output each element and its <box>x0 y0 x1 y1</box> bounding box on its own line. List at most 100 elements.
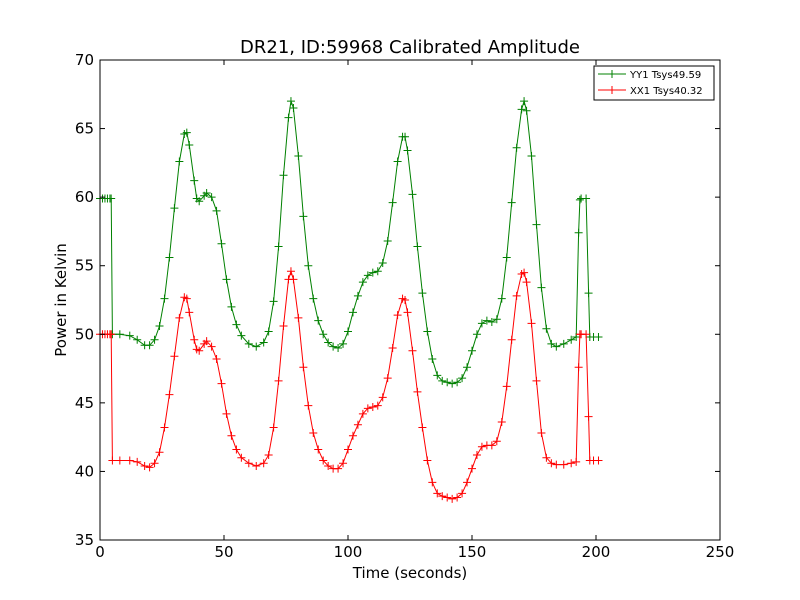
plot-area: 0 50 100 150 200 250 35 40 45 50 55 60 65 70 <box>75 51 734 561</box>
data-point-marker <box>423 456 432 465</box>
legend-label: YY1 Tsys49.59 <box>629 70 701 81</box>
data-point-marker <box>150 459 159 468</box>
plot-frame <box>100 60 720 540</box>
data-point-marker <box>190 335 199 344</box>
data-point-marker <box>438 376 447 385</box>
data-point-marker <box>547 459 556 468</box>
data-point-marker <box>532 220 541 229</box>
data-point-marker <box>125 331 134 340</box>
y-axis-label: Power in Kelvin <box>52 243 70 357</box>
data-point-marker <box>472 450 481 459</box>
data-point-marker <box>108 456 117 465</box>
data-point-marker <box>175 157 184 166</box>
data-point-marker <box>428 354 437 363</box>
tick-layer: 0 50 100 150 200 250 35 40 45 50 55 60 65 70 <box>75 51 734 561</box>
data-point-marker <box>222 409 231 418</box>
x-tick-label: 200 <box>582 543 611 561</box>
data-point-marker <box>299 363 308 372</box>
data-point-marker <box>448 379 457 388</box>
series-layer <box>96 97 603 503</box>
data-point-marker <box>244 339 253 348</box>
data-point-marker <box>537 283 546 292</box>
data-point-marker <box>512 143 521 152</box>
data-point-marker <box>324 461 333 470</box>
data-point-marker <box>423 327 432 336</box>
data-point-marker <box>497 418 506 427</box>
data-point-marker <box>155 448 164 457</box>
data-point-marker <box>286 267 295 276</box>
data-point-marker <box>522 106 531 115</box>
data-point-marker <box>145 341 154 350</box>
y-tick-label: 45 <box>75 394 94 412</box>
data-point-marker <box>107 330 116 339</box>
data-point-marker <box>547 339 556 348</box>
data-point-marker <box>264 450 273 459</box>
x-tick-label: 100 <box>334 543 363 561</box>
data-point-marker <box>584 412 593 421</box>
data-point-marker <box>468 346 476 355</box>
data-point-marker <box>363 271 372 280</box>
data-point-marker <box>259 459 268 468</box>
data-point-marker <box>527 152 536 160</box>
data-point-marker <box>388 344 397 352</box>
data-point-marker <box>237 453 246 462</box>
data-point-marker <box>319 456 328 465</box>
legend-entry: YY1 Tsys49.59 <box>598 70 701 81</box>
data-point-marker <box>348 308 357 317</box>
data-point-marker <box>115 330 124 339</box>
data-point-marker <box>344 327 352 336</box>
data-point-marker <box>584 289 593 298</box>
data-point-marker <box>388 198 397 207</box>
data-point-marker <box>185 141 194 150</box>
data-point-marker <box>264 327 273 336</box>
data-point-marker <box>175 313 184 322</box>
series-1 <box>96 97 603 388</box>
data-point-marker <box>567 459 576 468</box>
data-point-marker <box>259 338 268 347</box>
data-point-marker <box>477 442 486 451</box>
data-point-marker <box>284 113 293 122</box>
data-point-marker <box>358 409 367 418</box>
data-point-marker <box>373 401 382 410</box>
data-point-marker <box>433 371 442 380</box>
data-point-marker <box>418 423 427 432</box>
data-point-marker <box>368 402 377 411</box>
data-point-marker <box>182 294 191 303</box>
data-point-marker <box>344 445 352 454</box>
data-point-marker <box>418 289 427 298</box>
data-point-marker <box>368 268 377 277</box>
data-point-marker <box>252 461 261 470</box>
data-point-marker <box>279 322 288 331</box>
data-point-marker <box>279 171 288 180</box>
data-point-marker <box>520 268 529 277</box>
x-axis-label: Time (seconds) <box>352 564 468 582</box>
data-point-marker <box>458 374 467 383</box>
y-tick-label: 65 <box>75 120 94 138</box>
y-tick-label: 35 <box>75 531 94 549</box>
y-tick-label: 55 <box>75 257 94 275</box>
data-point-marker <box>542 453 551 462</box>
data-point-marker <box>195 197 204 206</box>
data-point-marker <box>155 322 164 331</box>
data-point-marker <box>403 146 412 155</box>
data-point-marker <box>309 294 318 303</box>
data-point-marker <box>299 212 308 221</box>
x-tick-label: 50 <box>214 543 233 561</box>
data-point-marker <box>160 423 169 432</box>
data-point-marker <box>378 393 387 402</box>
data-point-marker <box>286 97 295 106</box>
x-tick-label: 250 <box>706 543 735 561</box>
data-point-marker <box>582 330 591 339</box>
data-point-marker <box>502 382 511 391</box>
data-point-marker <box>559 460 568 469</box>
data-point-marker <box>463 363 472 372</box>
data-point-marker <box>289 104 298 112</box>
data-point-marker <box>185 308 194 317</box>
data-point-marker <box>567 335 576 344</box>
data-point-marker <box>252 342 261 351</box>
data-point-marker <box>160 294 169 303</box>
data-point-marker <box>428 478 437 487</box>
legend-box <box>593 65 715 101</box>
data-point-marker <box>413 387 422 396</box>
y-tick-label: 40 <box>75 462 94 480</box>
